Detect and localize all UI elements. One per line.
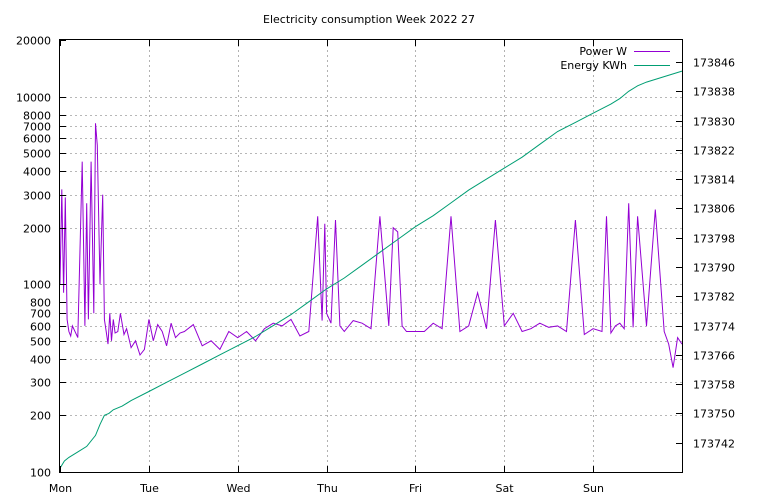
y-tick-label: 7000	[23, 121, 51, 134]
y2-tick-label: 173830	[693, 116, 735, 129]
y-tick-label: 6000	[23, 133, 51, 146]
x-tick-label: Sun	[583, 482, 604, 495]
y-tick-label: 600	[30, 321, 51, 334]
x-tick-label: Fri	[409, 482, 422, 495]
y2-tick-label: 173798	[693, 233, 735, 246]
y-tick-label: 700	[30, 308, 51, 321]
y2-tick-label: 173782	[693, 291, 735, 304]
plot-frame	[59, 39, 683, 473]
y-tick-label: 400	[30, 354, 51, 367]
y-tick-label: 500	[30, 336, 51, 349]
y-tick-label: 4000	[23, 166, 51, 179]
x-tick-label: Wed	[227, 482, 251, 495]
y2-tick-label: 173790	[693, 262, 735, 275]
grid-layer	[60, 40, 682, 472]
tick-layer: Mon Tue Wed Thu Fri Sat Sun1002003004005006007…	[16, 35, 735, 496]
y2-tick-label: 173838	[693, 86, 735, 99]
y2-tick-label: 173846	[693, 57, 735, 70]
y2-tick-label: 173742	[693, 438, 735, 451]
y2-tick-label: 173750	[693, 408, 735, 421]
y2-tick-label: 173814	[693, 174, 735, 187]
y-tick-label: 3000	[23, 190, 51, 203]
legend-label: Power W	[579, 45, 627, 58]
y2-tick-label: 173766	[693, 350, 735, 363]
y2-tick-label: 173806	[693, 203, 735, 216]
chart-title: Electricity consumption Week 2022 27	[263, 13, 475, 26]
x-tick-label: Tue	[139, 482, 159, 495]
y2-tick-label: 173758	[693, 379, 735, 392]
y-tick-label: 100	[30, 467, 51, 480]
y-tick-label: 300	[30, 377, 51, 390]
y-tick-label: 1000	[23, 279, 51, 292]
y-tick-label: 8000	[23, 110, 51, 123]
x-tick-label: Sat	[495, 482, 514, 495]
x-tick-label: Mon	[49, 482, 72, 495]
y-tick-label: 800	[30, 297, 51, 310]
y-tick-label: 20000	[16, 35, 51, 48]
legend-label: Energy KWh	[560, 59, 627, 72]
y-tick-label: 10000	[16, 92, 51, 105]
series-line-1	[59, 70, 683, 469]
x-tick-label: Thu	[316, 482, 338, 495]
y2-tick-label: 173774	[693, 321, 735, 334]
y-tick-label: 5000	[23, 148, 51, 161]
y-tick-label: 2000	[23, 223, 51, 236]
series-line-0	[59, 123, 683, 368]
series-layer	[59, 70, 683, 469]
y2-tick-label: 173822	[693, 145, 735, 158]
y-tick-label: 200	[30, 410, 51, 423]
